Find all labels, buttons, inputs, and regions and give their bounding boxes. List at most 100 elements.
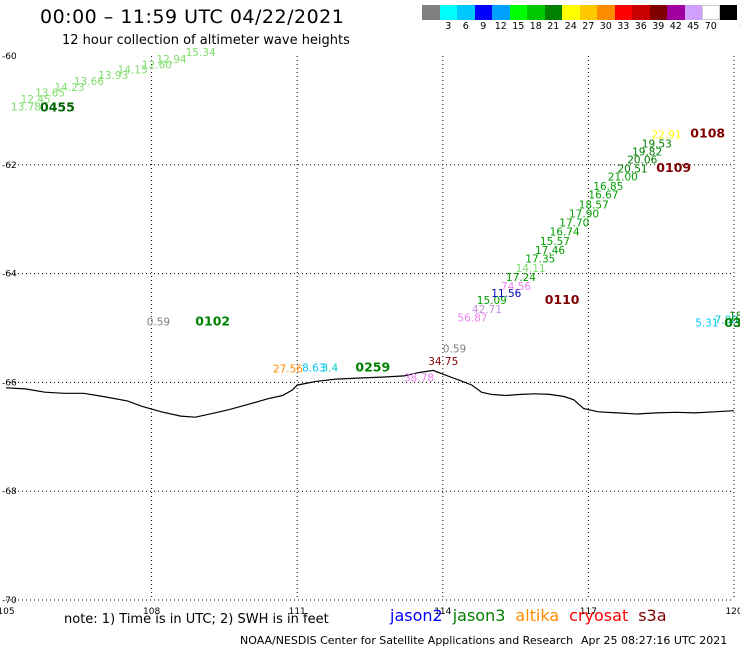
- legend-tick-label: 15: [512, 21, 525, 32]
- legend-tick-label: 18: [529, 21, 542, 32]
- legend-swatch: [527, 5, 545, 20]
- legend-tick-label: 27: [582, 21, 595, 32]
- wave-height-label: 17.24: [506, 272, 536, 284]
- x-tick-label: 108: [143, 607, 160, 617]
- legend-tick-label: 12: [494, 21, 507, 32]
- wave-height-label: 15.57: [540, 236, 570, 248]
- satellite-jason3: jason3: [452, 606, 506, 625]
- legend-swatches: [422, 5, 740, 20]
- wave-height-label: 5.31: [695, 317, 718, 329]
- legend-swatch: [492, 5, 510, 20]
- wave-height-label: 34.75: [428, 356, 458, 368]
- wave-height-label: 11.56: [491, 288, 521, 300]
- wave-height-label: 22.91: [652, 130, 682, 142]
- map-frame: [6, 56, 735, 601]
- legend-tick-label: 33: [617, 21, 630, 32]
- wave-height-label: 20.51: [618, 163, 648, 175]
- pass-time-label: 0110: [545, 292, 580, 307]
- satellite-jason2: jason2: [390, 606, 443, 625]
- legend-swatch: [702, 5, 720, 20]
- map-grid: [6, 56, 734, 600]
- wave-height-label: 14.11: [516, 263, 546, 275]
- wave-height-label: 18.0: [729, 310, 740, 322]
- legend-swatch: [667, 5, 685, 20]
- legend-tick-label: 9: [480, 21, 487, 32]
- wave-height-label: 20.06: [627, 155, 657, 167]
- legend-tick-label: 21: [547, 21, 560, 32]
- wave-height-label: 17.46: [535, 245, 565, 257]
- satellite-legend: jason2 jason3 altika cryosat s3a: [390, 606, 677, 625]
- pass-time-label: 0102: [195, 313, 230, 328]
- wave-height-label: 27.56: [273, 364, 303, 376]
- x-tick-label: 117: [580, 607, 597, 617]
- wave-height-label: 42.71: [472, 304, 502, 316]
- credit-text: NOAA/NESDIS Center for Satellite Applica…: [240, 634, 574, 647]
- y-tick-label: -64: [2, 270, 17, 280]
- legend-tick-label: 45: [687, 21, 700, 32]
- pass-time-label: 0259: [355, 360, 390, 375]
- page-subtitle: 12 hour collection of altimeter wave hei…: [62, 33, 350, 48]
- units-note: note: 1) Time is in UTC; 2) SWH is in fe…: [64, 612, 329, 627]
- wave-height-label: 16.74: [550, 227, 580, 239]
- pass-time-label: 0455: [40, 100, 75, 115]
- wave-height-label: 74.56: [501, 281, 531, 293]
- wave-height-label: 12.45: [21, 94, 51, 106]
- legend-swatch: [457, 5, 475, 20]
- pass-time-label: 0108: [690, 126, 725, 141]
- wave-height-label: 17.70: [559, 217, 589, 229]
- wave-height-label: 0.59: [443, 344, 466, 356]
- wave-height-label: 13.66: [74, 76, 104, 88]
- wave-height-label: 15.09: [477, 295, 507, 307]
- legend-swatch: [579, 5, 597, 20]
- wave-height-label: 7.80: [715, 315, 738, 327]
- legend-swatch: [597, 5, 615, 20]
- legend-swatch: [474, 5, 492, 20]
- x-tick-label: 120: [725, 607, 740, 617]
- wave-height-label: 3.4: [322, 363, 339, 375]
- wave-height-label: 0.59: [147, 316, 170, 328]
- legend-swatch: [632, 5, 650, 20]
- x-tick-label: 111: [289, 607, 306, 617]
- y-tick-label: -70: [2, 596, 17, 606]
- satellite-cryosat: cryosat: [569, 606, 629, 625]
- legend-tick-label: 70: [704, 21, 717, 32]
- wave-height-label: 16.85: [593, 181, 623, 193]
- legend-tick-label: 6: [462, 21, 469, 32]
- legend-swatch: [614, 5, 632, 20]
- wave-height-label: 17.90: [569, 209, 599, 221]
- legend-tick-label: 24: [564, 21, 577, 32]
- legend-swatch: [509, 5, 527, 20]
- pass-time-label: 0109: [656, 160, 691, 175]
- legend-swatch: [544, 5, 562, 20]
- legend-swatch: [422, 5, 440, 20]
- pass-time-label: 0300: [724, 315, 740, 330]
- wave-height-label: 21.00: [608, 172, 638, 184]
- legend-tick-label: 36: [634, 21, 647, 32]
- wave-height-label: 38.78: [404, 372, 434, 384]
- legend-swatch: [684, 5, 702, 20]
- legend-tick-label: 30: [599, 21, 612, 32]
- wave-height-label: 13.78: [11, 101, 41, 113]
- y-tick-label: -62: [2, 161, 17, 171]
- wave-height-label: 19.82: [632, 147, 662, 159]
- wave-height-label: 13.65: [35, 87, 65, 99]
- x-tick-label: 114: [434, 607, 451, 617]
- legend-swatch: [562, 5, 580, 20]
- wave-height-label: 56.87: [457, 313, 487, 325]
- coastline-path: [5, 369, 735, 418]
- legend-swatch: [719, 5, 737, 20]
- satellite-s3a: s3a: [638, 606, 667, 625]
- wave-height-label: 13.93: [98, 70, 128, 82]
- wave-height-label: 17.35: [525, 254, 555, 266]
- y-tick-label: -68: [2, 487, 17, 497]
- page-title: 00:00 – 11:59 UTC 04/22/2021: [40, 6, 345, 28]
- y-tick-label: -60: [2, 52, 17, 62]
- legend-swatch: [649, 5, 667, 20]
- wave-labels: 15.3412.9412.6014.1513.9313.6614.2313.65…: [11, 47, 740, 384]
- wave-height-label: 19.53: [642, 138, 672, 150]
- x-tick-label: 105: [0, 607, 15, 617]
- wave-height-label: 8.63: [302, 363, 325, 375]
- timestamp: Apr 25 08:27:16 UTC 2021: [581, 634, 728, 647]
